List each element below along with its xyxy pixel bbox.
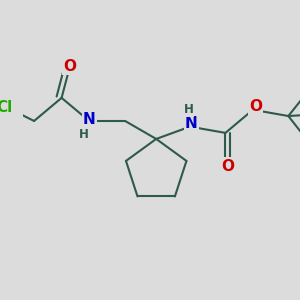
Text: O: O bbox=[63, 59, 76, 74]
Text: N: N bbox=[185, 116, 198, 131]
Text: Cl: Cl bbox=[0, 100, 12, 115]
Text: H: H bbox=[184, 103, 194, 116]
Text: O: O bbox=[249, 99, 262, 114]
Text: H: H bbox=[79, 128, 88, 141]
Text: O: O bbox=[222, 159, 235, 174]
Text: N: N bbox=[83, 112, 95, 127]
